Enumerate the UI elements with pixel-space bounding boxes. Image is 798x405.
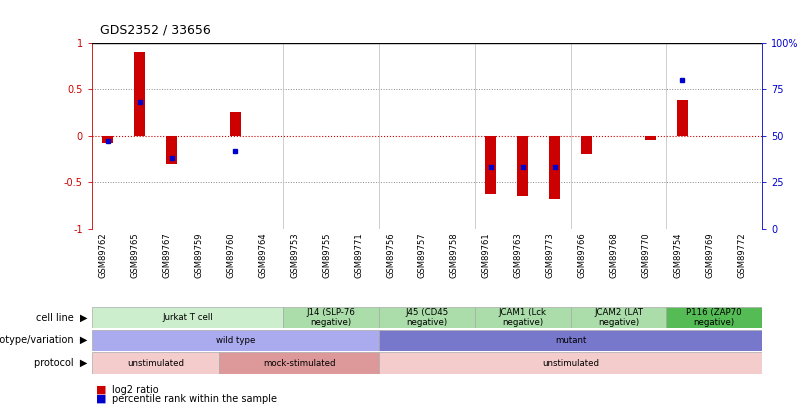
- Bar: [517, 136, 528, 196]
- Bar: [379, 330, 762, 351]
- Bar: [230, 112, 241, 136]
- Text: GSM89761: GSM89761: [482, 232, 491, 278]
- Text: mutant: mutant: [555, 336, 587, 345]
- Text: protocol  ▶: protocol ▶: [34, 358, 88, 368]
- Text: GSM89757: GSM89757: [418, 232, 427, 278]
- Text: percentile rank within the sample: percentile rank within the sample: [112, 394, 277, 404]
- Text: unstimulated: unstimulated: [542, 358, 599, 368]
- Text: ■: ■: [96, 385, 110, 394]
- Text: GSM89763: GSM89763: [514, 232, 523, 278]
- Bar: [283, 307, 379, 328]
- Text: GSM89758: GSM89758: [450, 232, 459, 278]
- Text: GSM89769: GSM89769: [705, 232, 714, 278]
- Bar: [571, 307, 666, 328]
- Bar: [485, 136, 496, 194]
- Text: GSM89753: GSM89753: [290, 232, 299, 278]
- Text: GSM89767: GSM89767: [163, 232, 172, 278]
- Text: wild type: wild type: [215, 336, 255, 345]
- Bar: [549, 136, 560, 199]
- Text: cell line  ▶: cell line ▶: [36, 313, 88, 323]
- Text: GSM89768: GSM89768: [610, 232, 618, 278]
- Text: J14 (SLP-76
negative): J14 (SLP-76 negative): [306, 308, 356, 327]
- Text: ■: ■: [96, 394, 110, 404]
- Text: GDS2352 / 33656: GDS2352 / 33656: [100, 23, 211, 36]
- Bar: [92, 352, 219, 374]
- Text: unstimulated: unstimulated: [127, 358, 184, 368]
- Text: GSM89762: GSM89762: [99, 232, 108, 278]
- Text: Jurkat T cell: Jurkat T cell: [162, 313, 213, 322]
- Bar: [166, 136, 177, 164]
- Text: JCAM2 (LAT
negative): JCAM2 (LAT negative): [594, 308, 643, 327]
- Text: mock-stimulated: mock-stimulated: [263, 358, 335, 368]
- Text: GSM89760: GSM89760: [227, 232, 235, 278]
- Bar: [379, 352, 762, 374]
- Text: GSM89764: GSM89764: [259, 232, 267, 278]
- Text: P116 (ZAP70
negative): P116 (ZAP70 negative): [686, 308, 742, 327]
- Bar: [581, 136, 592, 154]
- Text: GSM89756: GSM89756: [386, 232, 395, 278]
- Bar: [102, 136, 113, 143]
- Text: GSM89773: GSM89773: [546, 232, 555, 278]
- Text: log2 ratio: log2 ratio: [112, 385, 158, 394]
- Bar: [379, 307, 475, 328]
- Text: GSM89765: GSM89765: [131, 232, 140, 278]
- Bar: [92, 330, 379, 351]
- Bar: [666, 307, 762, 328]
- Text: GSM89755: GSM89755: [322, 232, 331, 278]
- Text: J45 (CD45
negative): J45 (CD45 negative): [405, 308, 448, 327]
- Text: GSM89770: GSM89770: [642, 232, 650, 278]
- Bar: [92, 307, 283, 328]
- Bar: [219, 352, 379, 374]
- Text: GSM89772: GSM89772: [737, 232, 746, 278]
- Bar: [677, 100, 688, 136]
- Text: GSM89771: GSM89771: [354, 232, 363, 278]
- Bar: [475, 307, 571, 328]
- Bar: [134, 52, 145, 136]
- Text: JCAM1 (Lck
negative): JCAM1 (Lck negative): [499, 308, 547, 327]
- Text: GSM89766: GSM89766: [578, 232, 587, 278]
- Bar: [645, 136, 656, 140]
- Text: GSM89754: GSM89754: [674, 232, 682, 278]
- Text: genotype/variation  ▶: genotype/variation ▶: [0, 335, 88, 345]
- Text: GSM89759: GSM89759: [195, 232, 203, 278]
